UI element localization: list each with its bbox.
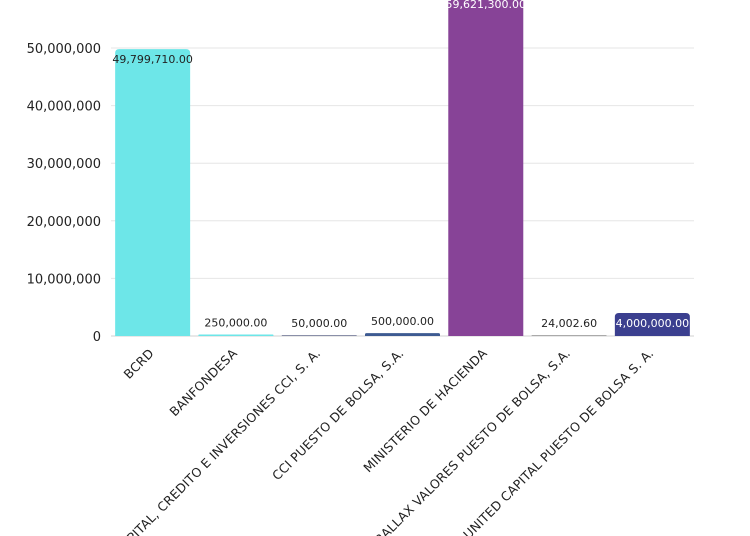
bar <box>281 335 357 336</box>
y-axis-ticks: 0 10,000,000 20,000,000 30,000,000 40,000,00… <box>27 42 101 345</box>
data-label: 500,000.00 <box>371 315 434 328</box>
y-tick-label: 20,000,000 <box>27 215 101 230</box>
x-tick-label: BANFONDESA <box>166 345 240 419</box>
data-label: 4,000,000.00 <box>616 317 689 330</box>
y-tick-label: 40,000,000 <box>27 100 101 115</box>
data-label: 50,000.00 <box>291 317 347 330</box>
bar <box>365 333 440 336</box>
data-label: 250,000.00 <box>204 317 267 330</box>
bar <box>531 335 607 336</box>
bar <box>115 49 191 336</box>
x-tick-label: CCI PUESTO DE BOLSA, S.A. <box>269 346 407 484</box>
data-label: 59,621,300.00 <box>446 0 526 11</box>
bar <box>198 334 274 336</box>
data-label: 49,799,710.00 <box>112 53 192 66</box>
y-tick-label: 0 <box>93 330 101 345</box>
grid-lines <box>111 47 694 337</box>
x-tick-label: UNITED CAPITAL PUESTO DE BOLSA S. A. <box>460 346 656 536</box>
bar <box>614 312 690 336</box>
y-tick-label: 30,000,000 <box>27 157 101 172</box>
bars <box>115 0 690 336</box>
data-label: 24,002.60 <box>541 317 597 330</box>
data-labels: 49,799,710.00 250,000.00 50,000.00 500,000.… <box>112 0 689 330</box>
y-tick-label: 50,000,000 <box>27 42 101 57</box>
bar <box>448 0 524 336</box>
y-tick-label: 10,000,000 <box>27 272 101 287</box>
x-tick-label: BCRD <box>121 346 157 382</box>
